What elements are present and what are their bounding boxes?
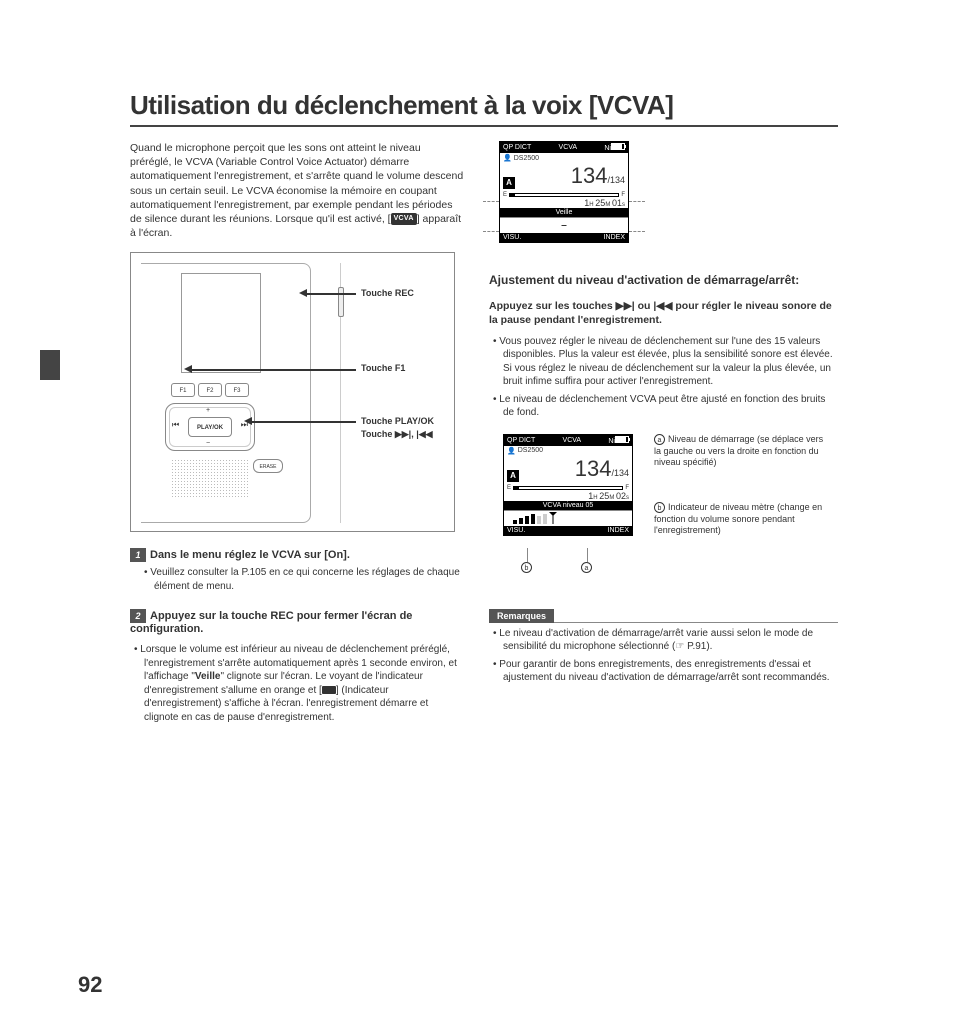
right-column: QP DICT VCVA Ni 👤 DS2500 A 134/134 E: [489, 141, 838, 724]
lcd2-status: VCVA niveau 05: [504, 501, 632, 510]
left-column: Quand le microphone perçoit que les sons…: [130, 141, 465, 724]
annotation-b-pointer: b: [521, 562, 535, 573]
step-2: 2Appuyez sur la touche REC pour fermer l…: [130, 609, 465, 635]
lcd2-vcva: VCVA: [563, 437, 582, 444]
lcd1-model: 👤 DS2500: [500, 153, 628, 163]
lcd1-file-number: 134: [571, 163, 608, 188]
battery-icon: [611, 143, 625, 150]
annotation-b: bIndicateur de niveau mètre (change en f…: [654, 502, 824, 537]
step-2-note: Lorsque le volume est inférieur au nivea…: [144, 643, 465, 724]
remark-2: Pour garantir de bons enregistrements, d…: [503, 658, 838, 685]
rec-button-graphic: [338, 287, 344, 317]
callout-rec: Touche REC: [361, 288, 414, 298]
erase-button: ERASE: [253, 459, 283, 473]
step-1: 1 Dans le menu réglez le VCVA sur [On].: [130, 548, 465, 562]
adjust-bullet-2: Le niveau de déclenchement VCVA peut êtr…: [503, 393, 838, 420]
speaker-grill: [171, 459, 249, 499]
title-rule: [130, 125, 838, 127]
minus-icon: −: [206, 440, 210, 447]
adjust-level-instruction: Appuyez sur les touches ▶▶| ou |◀◀ pour …: [489, 299, 838, 327]
lcd1-vcva: VCVA: [559, 144, 578, 151]
lcd2-softkey-right: INDEX: [608, 527, 629, 534]
adjust-bullet-1: Vous pouvez régler le niveau de déclench…: [503, 335, 838, 389]
page-title: Utilisation du déclenchement à la voix […: [130, 90, 838, 121]
step-badge-2: 2: [130, 609, 146, 623]
f3-key: F3: [225, 383, 249, 397]
page-body: Utilisation du déclenchement à la voix […: [60, 50, 888, 970]
lcd1-folder: A: [503, 177, 515, 189]
battery-icon: [615, 436, 629, 443]
rewind-icon: ⏮: [172, 420, 179, 430]
level-meter-icon: [513, 512, 623, 524]
lcd2-file-number: 134: [575, 456, 612, 481]
callout-ffrew: Touche ▶▶|, |◀◀: [361, 429, 433, 440]
lcd2-time: 1H 25M 02s: [504, 491, 632, 501]
step-1-text: Dans le menu réglez le VCVA sur [On].: [150, 549, 350, 561]
lcd2-mode: QP DICT: [507, 437, 535, 444]
remark-1: Le niveau d'activation de démarrage/arrê…: [503, 627, 838, 654]
f2-key: F2: [198, 383, 222, 397]
lcd2-softkey-left: VISU.: [507, 527, 525, 534]
intro-paragraph: Quand le microphone perçoit que les sons…: [130, 141, 465, 240]
step-badge-1: 1: [130, 548, 146, 562]
page-number: 92: [78, 972, 102, 998]
play-ok-button: PLAY/OK: [188, 417, 232, 437]
lcd2-file-total: /134: [611, 468, 629, 478]
annotation-a-pointer: a: [581, 562, 595, 573]
step-1-note: Veuillez consulter la P.105 en ce qui co…: [154, 566, 465, 593]
callout-playok: Touche PLAY/OK: [361, 416, 434, 426]
lcd1-status: Veille: [500, 208, 628, 217]
plus-icon: +: [206, 407, 210, 414]
remarks-heading: Remarques: [489, 609, 554, 623]
f1-key: F1: [171, 383, 195, 397]
lcd1-mode: QP DICT: [503, 144, 531, 151]
annotation-a: aNiveau de démarrage (se déplace vers la…: [654, 434, 824, 469]
lcd1-softkey-right: INDEX: [604, 234, 625, 241]
step-2-text: Appuyez sur la touche REC pour fermer l'…: [130, 610, 412, 635]
rec-indicator-icon: [322, 686, 336, 694]
lcd1-file-total: /134: [607, 175, 625, 185]
vcva-badge-icon: VCVA: [391, 213, 417, 224]
callout-f1: Touche F1: [361, 363, 405, 373]
lcd-screen-1: QP DICT VCVA Ni 👤 DS2500 A 134/134 E: [499, 141, 629, 243]
lcd2-model: 👤 DS2500: [504, 446, 632, 456]
device-diagram: F1 F2 F3 ⏮ ⏭ + − PLAY/OK ERASE: [130, 252, 455, 532]
lcd1-softkey-left: VISU.: [503, 234, 521, 241]
lcd-screen-2: QP DICT VCVA Ni 👤 DS2500 A 134/134: [503, 434, 633, 536]
adjust-level-heading: Ajustement du niveau d'activation de dém…: [489, 273, 838, 289]
lcd2-folder: A: [507, 470, 519, 482]
lcd1-time: 1H 25M 01s: [500, 198, 628, 208]
